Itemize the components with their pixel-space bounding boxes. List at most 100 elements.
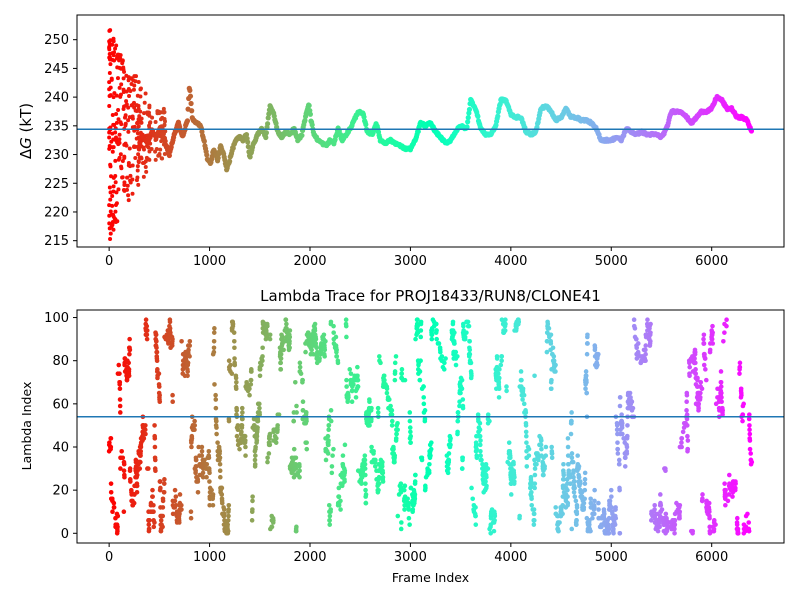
lambda-point (457, 399, 462, 404)
lambda-point (273, 440, 279, 445)
lambda-point (193, 457, 199, 463)
lambda-point (188, 509, 194, 515)
delta-g-point (158, 147, 163, 152)
lambda-point (408, 440, 413, 445)
lambda-point (512, 474, 517, 480)
delta-g-y-tick-label: 245 (44, 62, 69, 77)
lambda-point (478, 438, 483, 443)
lambda-point (685, 433, 690, 439)
lambda-point (470, 496, 476, 502)
delta-g-point (129, 76, 134, 81)
lambda-point (508, 492, 514, 497)
delta-g-point (107, 221, 112, 226)
lambda-point (418, 328, 424, 333)
lambda-point (469, 373, 474, 379)
lambda-point (225, 528, 231, 534)
lambda-point (151, 502, 156, 508)
lambda-point (225, 522, 230, 527)
delta-g-point (107, 71, 112, 76)
lambda-point (569, 410, 574, 415)
lambda-point (369, 405, 374, 411)
lambda-point (333, 334, 339, 340)
lambda-point (211, 345, 217, 351)
lambda-point (376, 481, 382, 486)
lambda-point (606, 530, 612, 536)
delta-g-point (148, 120, 153, 125)
delta-g-point (113, 180, 118, 185)
lambda-point (232, 345, 237, 351)
lambda-point (108, 481, 114, 486)
delta-g-point (123, 123, 128, 128)
lambda-point (720, 412, 725, 417)
delta-g-point (475, 113, 481, 120)
lambda-point (574, 522, 579, 527)
lambda-point (526, 453, 532, 458)
lambda-point (298, 371, 304, 376)
delta-g-point (108, 162, 113, 167)
lambda-point (700, 492, 705, 497)
lambda-point (485, 466, 491, 471)
lambda-point (393, 354, 399, 359)
lambda-point (441, 367, 447, 372)
delta-g-point (110, 203, 115, 208)
lambda-point (584, 390, 590, 396)
lambda-point (542, 464, 548, 469)
lambda-point (325, 451, 331, 456)
delta-g-point (166, 152, 172, 159)
lambda-point (297, 468, 302, 474)
lambda-point (326, 423, 332, 428)
delta-g-point (126, 193, 131, 198)
delta-g-point (465, 119, 471, 125)
delta-g-point (107, 87, 112, 92)
lambda-point (363, 492, 369, 497)
lambda-point (402, 507, 407, 512)
lambda-point (347, 367, 353, 372)
lambda-point (417, 377, 423, 383)
lambda-point (507, 455, 513, 461)
lambda-point (267, 431, 273, 437)
delta-g-point (126, 129, 131, 134)
lambda-point (702, 356, 708, 361)
lambda-point (257, 412, 262, 417)
lambda-point (406, 507, 412, 512)
lambda-point (293, 528, 299, 534)
lambda-point (343, 317, 349, 323)
delta-g-x-tick-label: 0 (105, 254, 113, 269)
lambda-point (276, 412, 282, 417)
lambda-point (484, 483, 489, 489)
delta-g-x-tick-label: 4000 (494, 254, 527, 269)
lambda-point (524, 433, 529, 439)
lambda-point (322, 354, 327, 359)
lambda-point (107, 440, 112, 445)
lambda-point (549, 451, 555, 456)
delta-g-point (122, 182, 127, 187)
lambda-point (429, 332, 435, 338)
lambda-point (543, 453, 549, 458)
lambda-point (616, 457, 622, 463)
lambda-point (421, 395, 427, 400)
lambda-point (746, 416, 752, 422)
lambda-point (151, 509, 156, 515)
lambda-point (392, 453, 398, 458)
lambda-point (422, 416, 428, 422)
lambda-point (309, 347, 314, 353)
lambda-point (144, 336, 150, 342)
lambda-point (271, 518, 276, 523)
delta-g-point (117, 137, 122, 142)
lambda-point (531, 522, 537, 527)
lambda-point (253, 444, 258, 450)
lambda-point (711, 526, 717, 532)
lambda-point (213, 397, 219, 402)
lambda-point (167, 319, 173, 325)
lambda-point (154, 349, 160, 355)
lambda-point (143, 317, 149, 323)
delta-g-point (108, 38, 113, 43)
lambda-point (677, 502, 683, 508)
lambda-point (265, 455, 270, 461)
delta-g-point (110, 193, 115, 198)
lambda-point (584, 379, 589, 385)
lambda-point (408, 429, 413, 435)
lambda-point (747, 438, 753, 443)
lambda-point (663, 511, 669, 517)
delta-g-point (109, 139, 114, 144)
